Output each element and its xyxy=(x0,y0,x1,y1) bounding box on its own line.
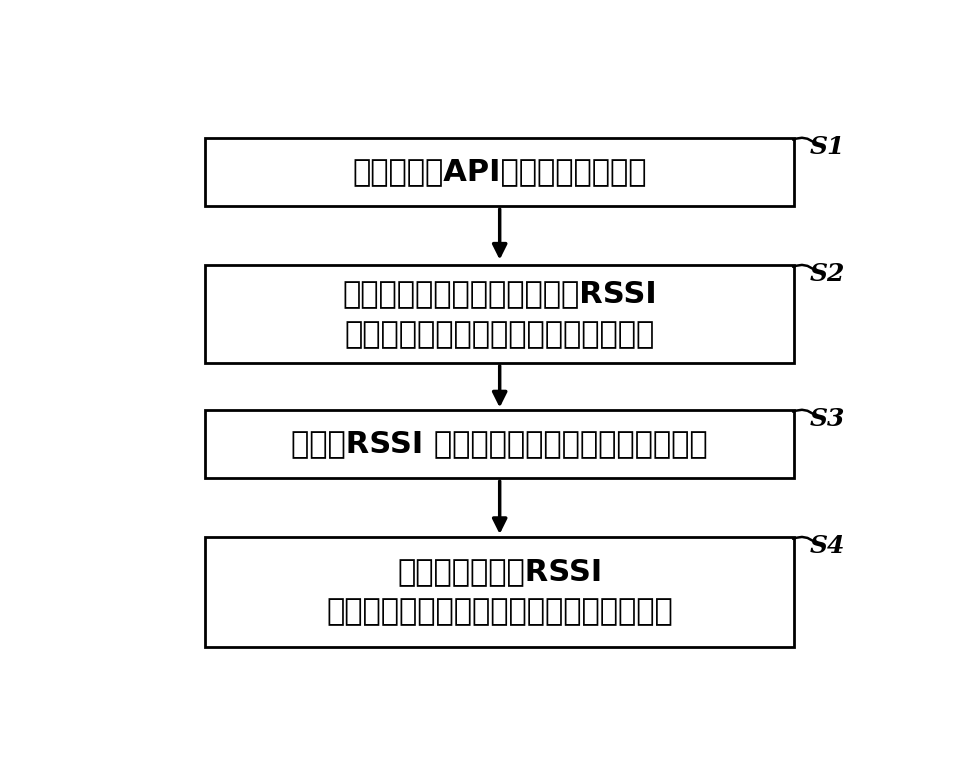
FancyBboxPatch shape xyxy=(205,138,795,206)
Text: 通过手机接收蓝牙设备发出的RSSI
数据，并将其存储到本地的数组队列中: 通过手机接收蓝牙设备发出的RSSI 数据，并将其存储到本地的数组队列中 xyxy=(342,280,657,349)
Text: 对所述RSSI 数据进行滤波处理以实现数据校准: 对所述RSSI 数据进行滤波处理以实现数据校准 xyxy=(292,429,708,458)
Text: S4: S4 xyxy=(809,535,845,558)
Text: S3: S3 xyxy=(809,407,845,431)
FancyBboxPatch shape xyxy=(205,537,795,647)
FancyBboxPatch shape xyxy=(205,265,795,362)
Text: S1: S1 xyxy=(809,135,845,159)
Text: 对滤波处理后的RSSI
数据求取其算术平均值，以实现电动车上锁: 对滤波处理后的RSSI 数据求取其算术平均值，以实现电动车上锁 xyxy=(327,557,673,627)
Text: S2: S2 xyxy=(809,262,845,286)
Text: 通过手机的API接口接收蓝牙信号: 通过手机的API接口接收蓝牙信号 xyxy=(352,157,647,187)
FancyBboxPatch shape xyxy=(205,410,795,478)
